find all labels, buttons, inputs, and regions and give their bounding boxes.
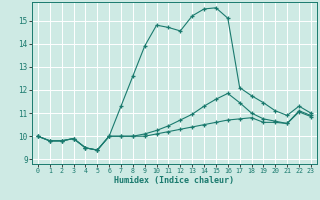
X-axis label: Humidex (Indice chaleur): Humidex (Indice chaleur) — [115, 176, 234, 185]
